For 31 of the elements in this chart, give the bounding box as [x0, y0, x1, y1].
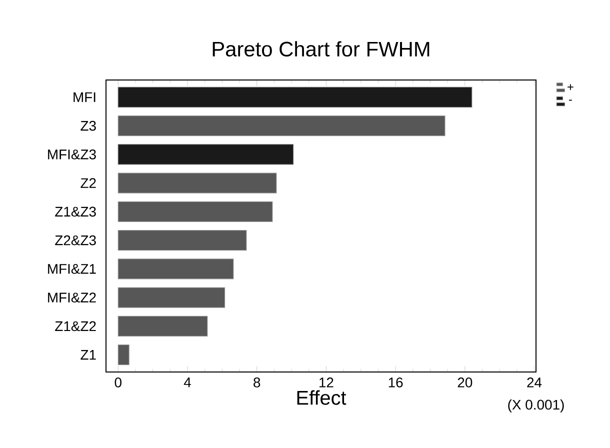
y-tick-label: Z2	[80, 178, 96, 188]
x-tick-label: 4	[184, 378, 191, 388]
bar	[118, 115, 446, 136]
legend-label: +	[568, 84, 574, 90]
y-tick-label: Z3	[80, 120, 96, 131]
y-tick-label: Z2&Z3	[55, 235, 96, 246]
bar	[118, 287, 226, 308]
bar	[118, 258, 234, 280]
bar	[118, 344, 130, 366]
y-tick-label: MFI&Z1	[48, 264, 96, 274]
legend-label: -	[568, 100, 572, 101]
bar	[118, 316, 208, 336]
x-axis-title: Effect	[297, 390, 346, 405]
bar	[118, 144, 294, 165]
x-tick-label: 12	[320, 378, 334, 388]
y-tick-label: Z1	[80, 350, 96, 360]
bar	[118, 230, 247, 251]
y-tick-label: MFI	[74, 92, 96, 102]
x-tick-label: 24	[527, 378, 542, 388]
x-tick-label: 20	[458, 378, 472, 388]
chart-title: Pareto Chart for FWHM	[212, 41, 430, 57]
y-tick-label: Z1&Z3	[55, 206, 96, 217]
x-tick-label: 8	[254, 378, 260, 388]
bar	[118, 201, 273, 222]
x-tick-label: 0	[114, 378, 122, 388]
text: (X 0.001)	[508, 399, 564, 412]
y-tick-label: MFI&Z2	[48, 292, 96, 303]
y-tick-label: MFI&Z3	[48, 149, 96, 160]
bar	[118, 172, 277, 194]
y-tick-label: Z1&Z2	[55, 321, 96, 332]
x-tick-label: 16	[388, 378, 403, 388]
